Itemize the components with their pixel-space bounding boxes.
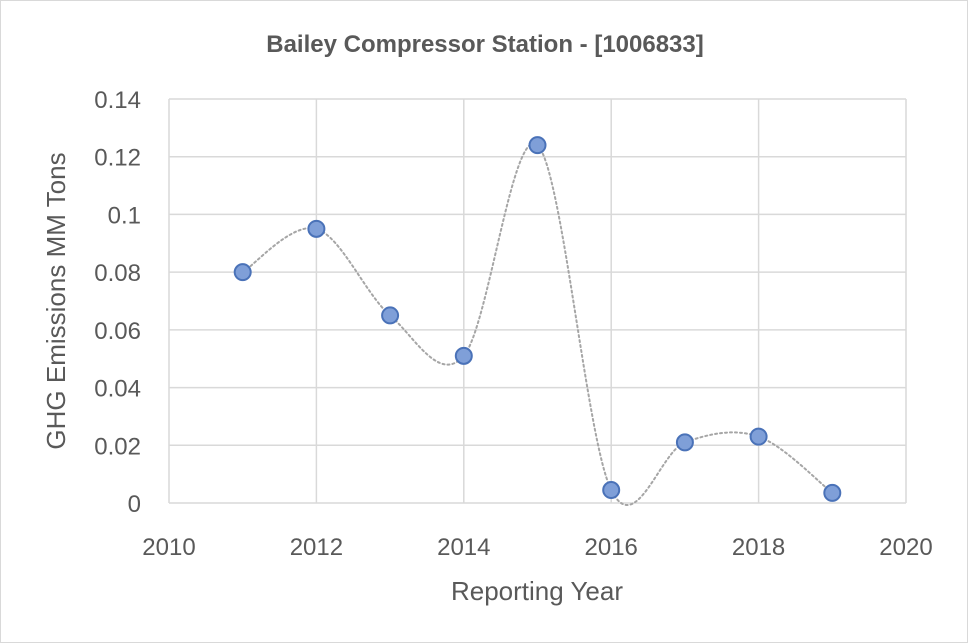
data-points: [233, 136, 842, 502]
x-tick-label: 2016: [585, 534, 638, 561]
data-point-2019[interactable]: [823, 483, 842, 502]
data-point-2013[interactable]: [381, 306, 400, 325]
x-tick-label: 2020: [879, 534, 932, 561]
x-axis-title: Reporting Year: [451, 576, 623, 606]
x-tick-label: 2012: [290, 534, 343, 561]
data-point-2016[interactable]: [602, 481, 621, 500]
chart-title: Bailey Compressor Station - [1006833]: [266, 31, 704, 58]
y-tick-label: 0: [128, 491, 141, 518]
y-tick-labels: 0 0.02 0.04 0.06 0.08 0.1 0.12 0.14: [94, 87, 141, 518]
data-point-2018[interactable]: [749, 427, 768, 446]
data-point-2017[interactable]: [675, 433, 694, 452]
y-tick-label: 0.06: [94, 318, 141, 345]
smoothed-trend-line: [241, 142, 834, 506]
y-axis-title: GHG Emissions MM Tons: [41, 152, 71, 449]
data-point-2015[interactable]: [528, 136, 547, 155]
data-point-2014[interactable]: [454, 346, 473, 365]
gridlines: [168, 98, 907, 504]
x-tick-label: 2014: [437, 534, 490, 561]
y-tick-label: 0.04: [94, 376, 141, 403]
y-tick-label: 0.02: [94, 433, 141, 460]
data-point-2011[interactable]: [233, 263, 252, 282]
y-tick-label: 0.12: [94, 145, 141, 172]
x-tick-label: 2010: [142, 534, 195, 561]
y-tick-label: 0.14: [94, 87, 141, 114]
x-tick-label: 2018: [732, 534, 785, 561]
data-point-2012[interactable]: [307, 219, 326, 238]
y-tick-label: 0.08: [94, 260, 141, 287]
x-tick-labels: 2010 2012 2014 2016 2018 2020: [142, 534, 932, 561]
y-tick-label: 0.1: [108, 202, 141, 229]
trend-line: [241, 142, 834, 506]
